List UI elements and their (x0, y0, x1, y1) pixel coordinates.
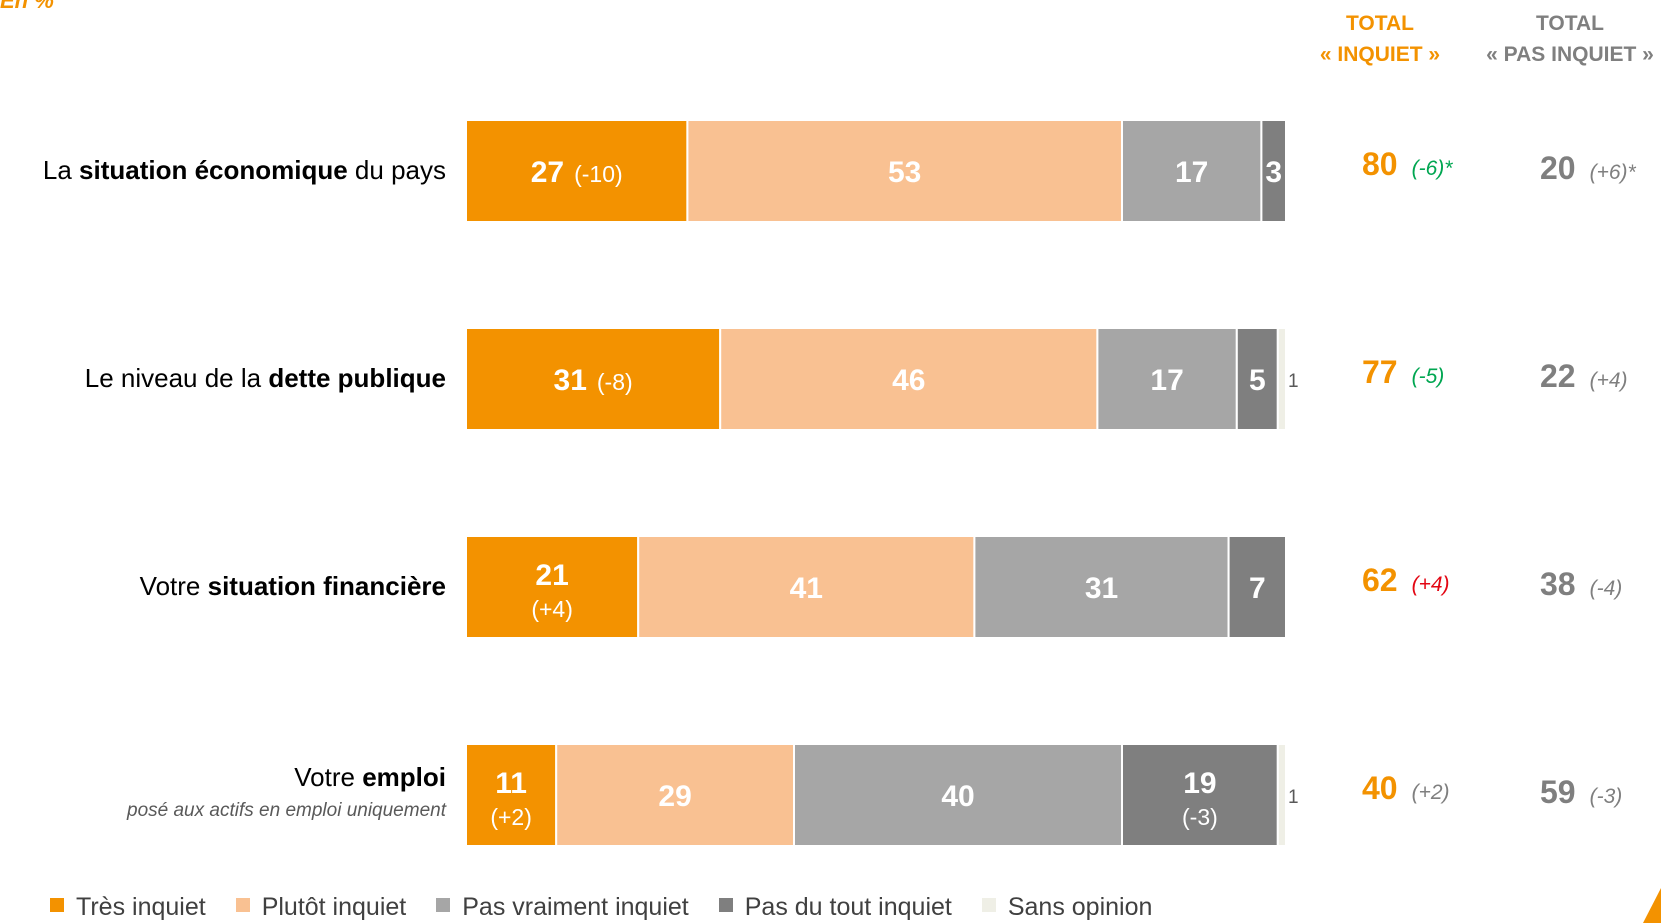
legend-item: Pas vraiment inquiet (436, 893, 689, 922)
bar-delta-label: (-3) (1182, 804, 1218, 830)
total-pas-inquiet-value: 59 (-3) (1540, 774, 1623, 810)
row-label: Votre situation financière (139, 571, 446, 601)
total-inquiet-value: 80 (-6)* (1362, 146, 1453, 182)
legend-label: Très inquiet (76, 893, 206, 921)
row-label: Votre emploi (294, 762, 446, 792)
bar-value-label: 7 (1249, 572, 1266, 605)
row-sublabel: posé aux actifs en emploi uniquement (127, 800, 446, 821)
legend-swatch (50, 898, 64, 912)
legend-label: Plutôt inquiet (261, 893, 407, 921)
bar-segment (637, 535, 976, 639)
bar-segment (465, 743, 558, 847)
bar-value-label: 41 (790, 572, 823, 605)
legend-swatch (436, 898, 451, 912)
bar-value-label: 1 (1288, 371, 1299, 392)
bar-segment (555, 743, 796, 847)
bar-value-label: 3 (1265, 156, 1282, 189)
bar-segment (465, 327, 722, 431)
legend-label: Pas vraiment inquiet (462, 893, 689, 921)
column-header-pas-inquiet-line1: TOTAL (1535, 12, 1605, 35)
bar-segment (1276, 743, 1288, 847)
legend-item: Plutôt inquiet (235, 893, 407, 922)
column-header-inquiet-line2: « INQUIET » (1319, 43, 1441, 66)
bar-value-label: 5 (1249, 364, 1266, 397)
bar-value-label: 19 (1183, 767, 1216, 800)
total-pas-inquiet-value: 22 (+4) (1540, 358, 1628, 394)
bar-value-label: 21 (535, 559, 568, 592)
bar-value-label: 40 (941, 780, 974, 813)
bar-segment (1235, 327, 1279, 431)
bar-segment (793, 743, 1123, 847)
bar-value-label: 31 (1085, 572, 1118, 605)
bar-segment (1260, 119, 1288, 223)
row-label: Le niveau de la dette publique (84, 363, 446, 393)
bar-segment (465, 119, 689, 223)
row-label: La situation économique du pays (42, 155, 446, 185)
total-pas-inquiet-value: 20 (+6)* (1540, 150, 1636, 186)
bar-delta-label: (+2) (490, 804, 532, 830)
bar-segment (719, 327, 1099, 431)
legend-swatch (718, 898, 733, 912)
bar-value-label: 1 (1288, 787, 1299, 808)
bar-value-label: 17 (1150, 364, 1183, 397)
legend-swatch (235, 898, 250, 912)
bar-value-label: 53 (888, 156, 921, 189)
legend-label: Pas du tout inquiet (744, 893, 952, 921)
bar-value-label: 17 (1175, 156, 1208, 189)
bar-value-label: 31 (-8) (554, 364, 633, 397)
unit-label: En % (0, 0, 54, 13)
bar-value-label: 29 (658, 780, 691, 813)
bar-value-label: 11 (495, 767, 527, 800)
column-header-total-pas-inquiet: TOTAL « PAS INQUIET » (1470, 8, 1661, 70)
legend-item: Pas du tout inquiet (718, 893, 952, 922)
bar-segment (973, 535, 1230, 639)
total-pas-inquiet-value: 38 (-4) (1540, 566, 1623, 602)
legend: Très inquiet Plutôt inquiet Pas vraiment i… (50, 893, 1182, 922)
legend-label: Sans opinion (1007, 893, 1153, 921)
total-inquiet-value: 77 (-5) (1362, 354, 1445, 390)
column-header-inquiet-line1: TOTAL (1345, 12, 1415, 35)
total-inquiet-value: 62 (+4) (1362, 562, 1450, 598)
bar-value-label: 27 (-10) (531, 156, 623, 189)
bar-segment (1121, 119, 1263, 223)
legend-item: Sans opinion (981, 893, 1153, 922)
corner-decoration (1643, 888, 1661, 923)
column-header-total-inquiet: TOTAL « INQUIET » (1300, 8, 1460, 70)
bar-delta-label: (+4) (531, 596, 573, 622)
column-header-pas-inquiet-line2: « PAS INQUIET » (1486, 43, 1654, 66)
total-inquiet-value: 40 (+2) (1362, 770, 1450, 806)
bar-segment (1121, 743, 1279, 847)
legend-swatch (981, 898, 996, 912)
legend-item: Très inquiet (50, 893, 206, 922)
bar-segment (1276, 327, 1288, 431)
bar-segment (686, 119, 1124, 223)
bar-value-label: 46 (892, 364, 925, 397)
bar-segment (1227, 535, 1287, 639)
bar-segment (1096, 327, 1238, 431)
